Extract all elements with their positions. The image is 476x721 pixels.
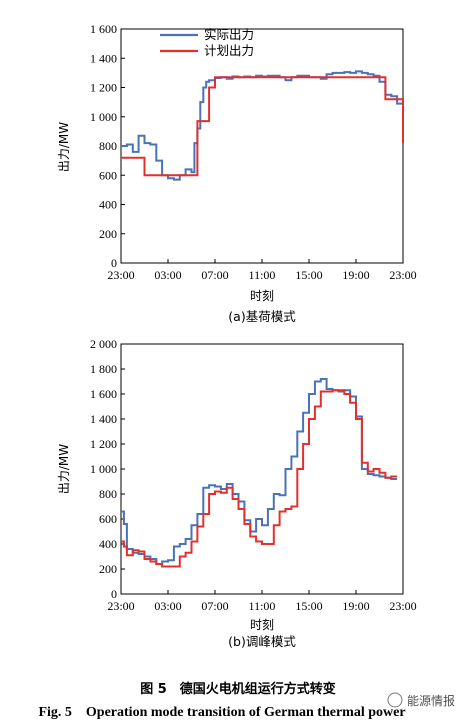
panel-b-x-tick-label: 15:00 xyxy=(295,599,322,613)
panel-b-x-tick-label: 11:00 xyxy=(249,599,276,613)
panel-b-y-label: 出力/MW xyxy=(57,444,71,494)
panel-b-series-plan xyxy=(121,389,398,568)
watermark-text: 能源情报 xyxy=(407,693,455,708)
panel-b-subtitle: (b)调峰模式 xyxy=(228,634,296,649)
legend-actual-label: 实际出力 xyxy=(204,27,254,42)
panel-b-x-tick-label: 07:00 xyxy=(201,599,228,613)
panel-b-y-axis: 0 200 400 600 800 1 000 1 200 1 400 1 600 1 800 2 … xyxy=(90,337,125,601)
panel-b-y-tick-label: 600 xyxy=(99,512,117,526)
panel-b-y-tick-label: 1 200 xyxy=(90,437,117,451)
panel-b-peak-shaving: 0 200 400 600 800 1 000 1 200 1 400 1 600 1 800 2 … xyxy=(57,337,417,649)
caption-cn: 图 5 德国火电机组运行方式转变 xyxy=(140,681,336,697)
panel-a-x-tick-label: 15:00 xyxy=(295,268,322,282)
panel-a-y-tick-label: 1 000 xyxy=(90,110,117,124)
panel-b-x-tick-label: 23:00 xyxy=(107,599,134,613)
panel-a-x-tick-label: 19:00 xyxy=(342,268,369,282)
panel-b-y-tick-label: 1 000 xyxy=(90,462,117,476)
panel-a-y-tick-label: 600 xyxy=(99,168,117,182)
panel-b-series xyxy=(121,378,398,568)
panel-a-frame xyxy=(120,28,404,264)
panel-a-series xyxy=(121,70,404,181)
panel-b-y-tick-label: 2 000 xyxy=(90,337,117,351)
panel-b-y-tick-label: 800 xyxy=(99,487,117,501)
panel-a-y-tick-label: 400 xyxy=(99,198,117,212)
panel-a-y-tick-label: 1 400 xyxy=(90,51,117,65)
panel-b-y-tick-label: 400 xyxy=(99,537,117,551)
panel-b-y-tick-label: 1 400 xyxy=(90,412,117,426)
panel-a-x-tick-label: 11:00 xyxy=(249,268,276,282)
panel-b-x-tick-label: 23:00 xyxy=(389,599,416,613)
panel-b-frame xyxy=(120,343,404,595)
panel-a-y-tick-label: 1 600 xyxy=(90,22,117,36)
panel-a-y-tick-label: 200 xyxy=(99,227,117,241)
watermark: 能源情报 xyxy=(387,692,455,708)
panel-a-y-tick-label: 1 200 xyxy=(90,81,117,95)
legend: 实际出力 计划出力 xyxy=(160,27,254,58)
panel-a-x-tick-label: 23:00 xyxy=(107,268,134,282)
caption-en: Fig. 5 Operation mode transition of Germ… xyxy=(38,705,405,720)
panel-b-y-tick-label: 0 xyxy=(111,587,117,601)
panel-b-y-tick-label: 1 800 xyxy=(90,362,117,376)
panel-b-series-actual xyxy=(121,378,398,565)
legend-plan-label: 计划出力 xyxy=(204,43,254,58)
panel-b-y-tick-label: 200 xyxy=(99,562,117,576)
panel-a-y-label: 出力/MW xyxy=(57,122,71,172)
panel-b-x-label: 时刻 xyxy=(250,618,274,632)
panel-a-subtitle: (a)基荷模式 xyxy=(228,309,296,324)
panel-a-y-axis: 0 200 400 600 800 1 000 1 200 1 400 1 600 xyxy=(90,22,125,270)
panel-a-x-tick-label: 23:00 xyxy=(389,268,416,282)
panel-b-x-axis: 23:00 03:00 07:00 11:00 15:00 19:00 23:00 xyxy=(107,590,417,613)
panel-a-series-plan xyxy=(121,76,404,177)
wechat-icon xyxy=(387,692,403,708)
panel-a-y-tick-label: 0 xyxy=(111,256,117,270)
panel-a-y-tick-label: 800 xyxy=(99,139,117,153)
panel-a-x-tick-label: 07:00 xyxy=(201,268,228,282)
panel-a-x-axis: 23:00 03:00 07:00 11:00 15:00 19:00 23:00 xyxy=(107,259,417,282)
panel-a-series-actual xyxy=(121,70,403,181)
panel-a-x-tick-label: 03:00 xyxy=(154,268,181,282)
panel-b-x-tick-label: 19:00 xyxy=(342,599,369,613)
panel-b-x-tick-label: 03:00 xyxy=(154,599,181,613)
panel-b-y-tick-label: 1 600 xyxy=(90,387,117,401)
panel-a-x-label: 时刻 xyxy=(250,289,274,303)
